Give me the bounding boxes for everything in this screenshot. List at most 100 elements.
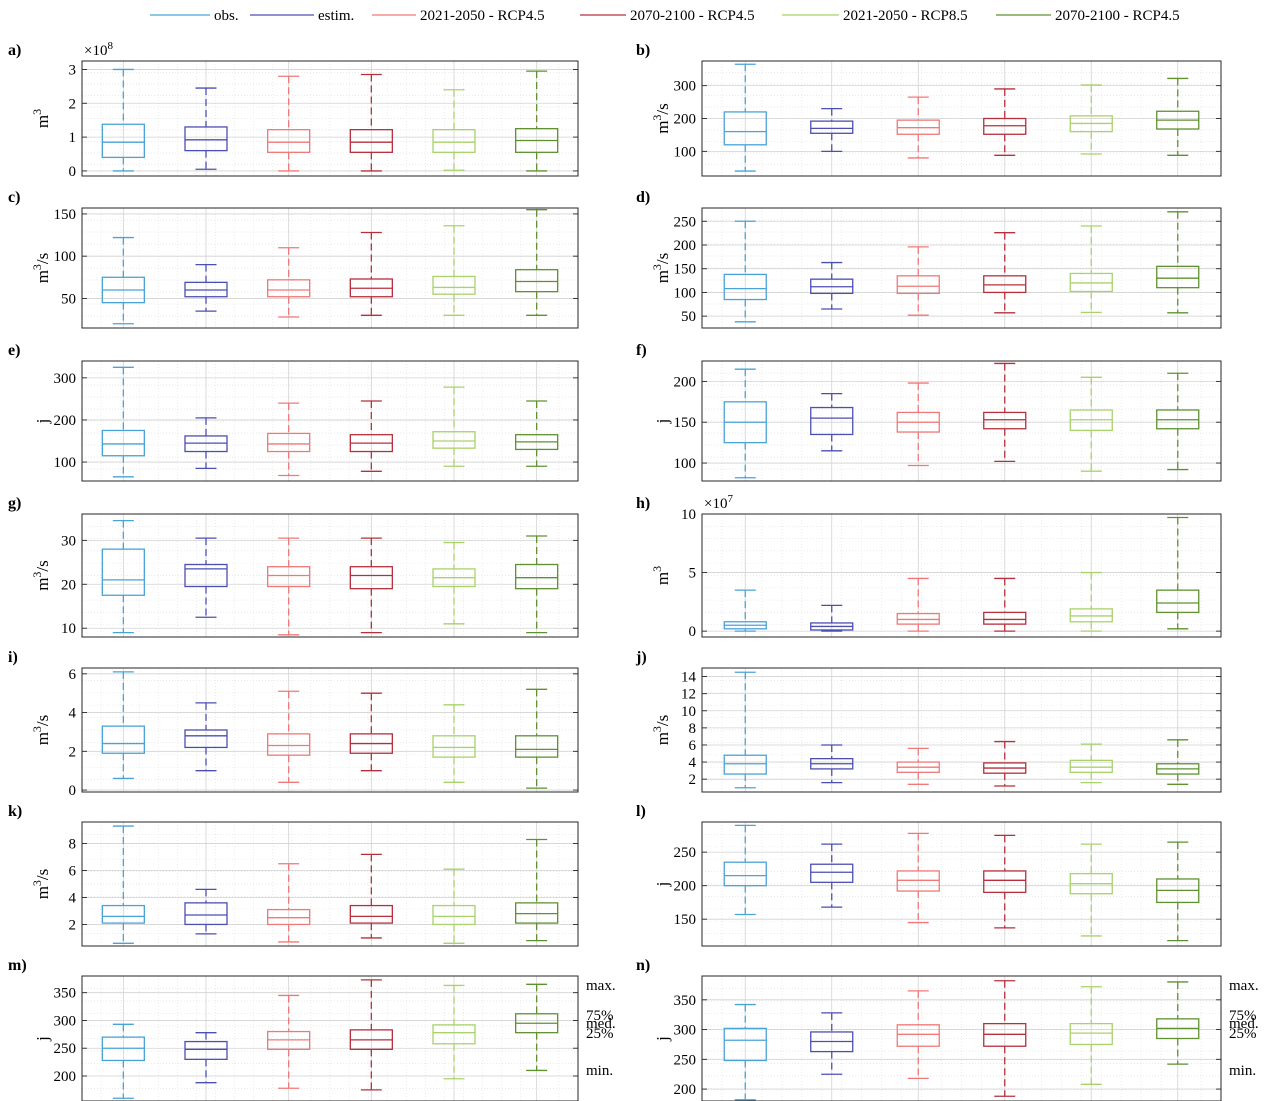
y-tick-label: 250 [674,1052,697,1068]
key-label-0: max. [586,978,616,994]
box-iqr [983,275,1027,294]
key-label-4: min. [1229,1063,1256,1079]
box-e-2 [184,417,228,470]
box-b-5 [1069,84,1113,155]
y-tick-label: 4 [689,755,697,771]
panel-label-j: j) [635,649,647,666]
box-iqr [896,870,940,892]
box-iqr [432,904,476,926]
box-m-2 [184,1032,228,1084]
box-i-5 [432,704,476,783]
panel-b: 100 200 300 b) m3/s [636,42,1222,177]
y-tick-label: 2 [69,96,77,112]
y-tick-label: 2 [69,744,77,760]
y-tick-label: 6 [69,667,77,683]
panel-label-c: c) [8,189,20,206]
panel-label-f: f) [636,342,647,359]
box-iqr [1156,265,1200,289]
box-iqr [723,111,767,146]
box-iqr [184,729,228,749]
panel-label-i: i) [8,649,18,666]
box-iqr [432,1024,476,1045]
y-axis-label-d: m3/s [650,253,672,284]
box-g-6 [515,535,559,634]
box-g-2 [184,537,228,618]
box-k-2 [184,888,228,935]
box-m-6 [515,983,559,1072]
box-m-3 [267,994,311,1089]
box-h-3 [896,577,940,632]
panel-f: 100 150 200 f) j [636,342,1222,482]
box-iqr [1069,1022,1113,1046]
box-k-3 [267,863,311,943]
box-j-6 [1156,739,1200,785]
y-tick-label: 6 [689,738,697,754]
box-iqr [723,273,767,301]
legend: obs. estim. 2021-2050 - RCP4.5 2070-2100 - … [150,8,1180,24]
axes-frame-a [81,60,579,177]
y-tick-label: 0 [69,783,77,799]
y-axis-label-e: j [33,419,52,425]
box-iqr [184,563,228,588]
y-axis-label-i: m3/s [30,715,52,746]
box-i-6 [515,688,559,789]
key-label-4: min. [586,1063,613,1079]
y-tick-label: 12 [681,687,696,703]
box-j-2 [810,744,854,784]
box-iqr [896,275,940,295]
box-d-4 [983,232,1027,314]
box-iqr [810,120,854,134]
box-d-2 [810,261,854,310]
box-b-4 [983,88,1027,156]
box-iqr [349,566,393,590]
box-iqr [432,129,476,153]
box-d-5 [1069,225,1113,313]
box-key-n: max. 75%med.25% min. [1229,978,1259,1079]
y-axis-label-h: m3 [650,566,672,585]
box-iqr [267,129,311,153]
key-label-3: 25% [1229,1026,1257,1042]
box-j-1 [723,671,767,789]
panel-label-d: d) [636,189,650,206]
y-axis-label-c: m3/s [30,253,52,284]
box-iqr [267,733,311,756]
y-tick-label: 50 [61,291,76,307]
box-f-2 [810,393,854,452]
panel-i: 0 2 4 6 i) m3/s [8,649,579,799]
box-e-1 [101,366,145,478]
key-label-3: 25% [586,1026,614,1042]
box-iqr [1156,589,1200,614]
y-tick-label: 350 [54,986,77,1002]
y-tick-label: 6 [69,864,77,880]
y-tick-label: 0 [689,624,697,640]
box-l-4 [983,834,1027,929]
axes-frame-e [81,360,579,482]
y-tick-label: 100 [54,249,77,265]
box-b-3 [896,96,940,159]
axes-frame-i [81,667,579,793]
box-f-1 [723,368,767,479]
box-iqr [983,117,1027,135]
box-f-4 [983,362,1027,463]
box-b-1 [723,63,767,172]
box-h-5 [1069,571,1113,632]
box-n-5 [1069,986,1113,1085]
legend-label-0: obs. [214,8,239,24]
y-tick-label: 300 [54,1013,77,1029]
y-tick-label: 200 [674,374,697,390]
box-l-1 [723,824,767,916]
y-tick-label: 30 [61,533,76,549]
y-axis-label-n: j [653,1036,672,1042]
y-tick-label: 10 [681,704,696,720]
y-tick-label: 100 [674,456,697,472]
box-iqr [101,548,145,596]
box-l-2 [810,843,854,908]
legend-label-5: 2070-2100 - RCP4.5 [1055,8,1180,24]
box-iqr [349,129,393,153]
box-a-3 [267,75,311,172]
box-j-3 [896,747,940,785]
legend-label-3: 2070-2100 - RCP4.5 [630,8,755,24]
box-j-5 [1069,743,1113,784]
